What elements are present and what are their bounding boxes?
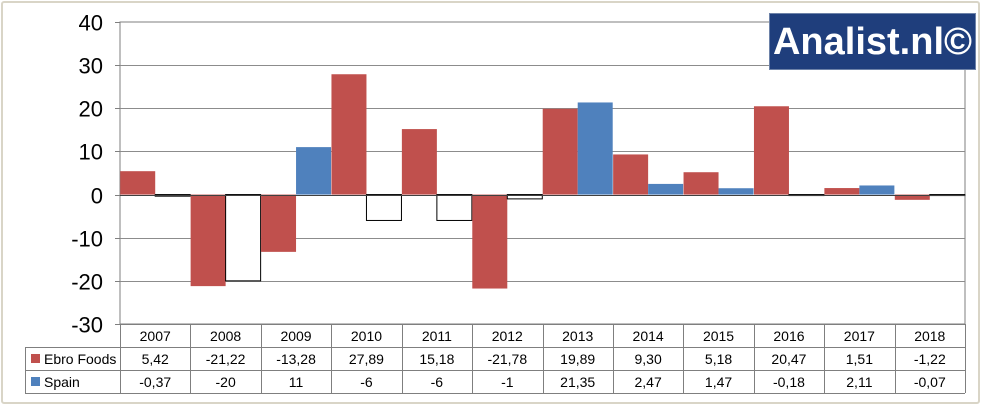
bar-spain bbox=[225, 194, 262, 282]
y-tick-label: -20 bbox=[71, 270, 103, 295]
category-label: 2007 bbox=[140, 328, 171, 344]
bar-ebro-foods bbox=[261, 194, 297, 252]
bar-ebro-foods bbox=[401, 129, 437, 195]
bar-ebro-foods bbox=[190, 194, 226, 287]
data-label: 2,11 bbox=[846, 374, 872, 390]
category-label: 2012 bbox=[492, 328, 523, 344]
y-tick-label: 0 bbox=[91, 184, 103, 209]
category-label: 2015 bbox=[703, 328, 734, 344]
y-tick-label: -30 bbox=[71, 313, 103, 338]
data-label: 15,18 bbox=[419, 351, 454, 367]
data-label: 20,47 bbox=[771, 351, 806, 367]
bar-ebro-foods bbox=[331, 74, 367, 195]
category-label: 2010 bbox=[351, 328, 382, 344]
data-label: 1,51 bbox=[846, 351, 873, 367]
legend-label-ebro-foods: Ebro Foods bbox=[44, 351, 116, 367]
category-label: 2017 bbox=[844, 328, 875, 344]
y-tick-label: -10 bbox=[71, 227, 103, 252]
category-label: 2008 bbox=[210, 328, 241, 344]
legend-key-spain bbox=[31, 377, 40, 386]
data-label: 1,47 bbox=[705, 374, 732, 390]
bar-spain bbox=[859, 185, 895, 195]
data-label: -1 bbox=[501, 374, 514, 390]
bar-ebro-foods bbox=[472, 194, 508, 289]
data-label: -1,22 bbox=[914, 351, 946, 367]
data-label: 27,89 bbox=[349, 351, 384, 367]
y-tick-label: 40 bbox=[79, 11, 103, 36]
bar-spain bbox=[365, 194, 402, 221]
data-label: 11 bbox=[289, 374, 304, 390]
bar-spain bbox=[718, 188, 754, 195]
y-tick-label: 20 bbox=[79, 97, 103, 122]
data-label: 21,35 bbox=[560, 374, 595, 390]
category-label: 2011 bbox=[422, 328, 452, 344]
data-label: -0,18 bbox=[773, 374, 805, 390]
category-label: 2016 bbox=[773, 328, 804, 344]
data-label: -0,07 bbox=[914, 374, 946, 390]
y-tick-label: 30 bbox=[79, 54, 103, 79]
data-label: -20 bbox=[216, 374, 236, 390]
bar-spain bbox=[577, 102, 613, 195]
bar-ebro-foods bbox=[120, 171, 156, 195]
bar-ebro-foods bbox=[894, 194, 930, 200]
y-tick-label: 10 bbox=[79, 140, 103, 165]
data-label: -6 bbox=[431, 374, 444, 390]
data-label: -0,37 bbox=[139, 374, 171, 390]
data-label: 9,30 bbox=[635, 351, 662, 367]
data-label: 2,47 bbox=[635, 374, 662, 390]
category-label: 2018 bbox=[914, 328, 945, 344]
bar-spain bbox=[296, 147, 332, 195]
bar-spain bbox=[648, 183, 684, 195]
data-label: -21,78 bbox=[487, 351, 527, 367]
bar-spain bbox=[436, 194, 473, 221]
legend-label-spain: Spain bbox=[44, 374, 80, 390]
category-label: 2013 bbox=[562, 328, 593, 344]
data-label: 19,89 bbox=[560, 351, 595, 367]
legend-key-ebro-foods bbox=[31, 354, 40, 363]
data-label: 5,18 bbox=[705, 351, 732, 367]
bar-spain bbox=[506, 194, 543, 200]
category-label: 2009 bbox=[280, 328, 311, 344]
chart-frame: 40 30 20 10 0 -10 -20 -30 2007 2008 2009 2010 2011 20… bbox=[1, 1, 980, 404]
bar-ebro-foods bbox=[613, 154, 649, 195]
bar-ebro-foods bbox=[542, 108, 578, 195]
data-label: -21,22 bbox=[206, 351, 246, 367]
category-label: 2014 bbox=[633, 328, 664, 344]
data-label: -6 bbox=[360, 374, 373, 390]
bar-ebro-foods bbox=[753, 106, 789, 195]
data-label: -13,28 bbox=[276, 351, 316, 367]
data-label: 5,42 bbox=[142, 351, 169, 367]
bar-ebro-foods bbox=[683, 172, 719, 195]
analist-logo: Analist.nl© bbox=[769, 13, 976, 70]
bar-ebro-foods bbox=[824, 188, 860, 195]
